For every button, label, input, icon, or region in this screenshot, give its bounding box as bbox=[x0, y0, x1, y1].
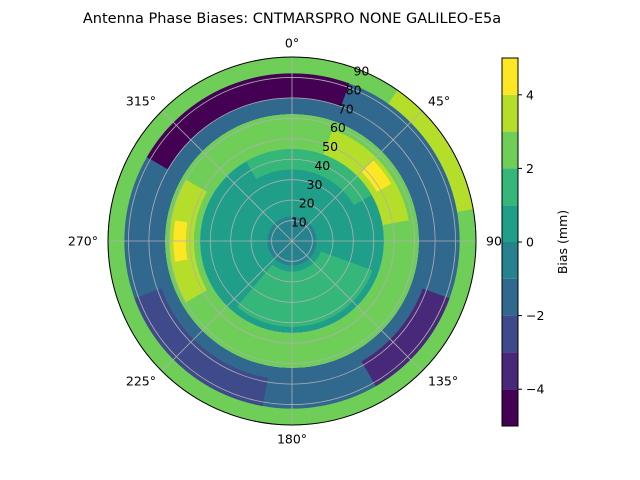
colorbar-level bbox=[502, 315, 518, 353]
radial-tick-label: 10 bbox=[291, 215, 307, 230]
contour-region-outer-ring-east-high bbox=[388, 90, 474, 212]
theta-gridline bbox=[161, 110, 293, 242]
contour-region-negative-band-north-low bbox=[146, 73, 350, 170]
radial-tick-label: 60 bbox=[330, 120, 346, 135]
theta-tick-labels: 0°45°90°135°180°225°270°315° bbox=[68, 36, 508, 447]
colorbar-level bbox=[502, 94, 518, 132]
colorbar-level bbox=[502, 58, 518, 95]
colorbar-level bbox=[502, 278, 518, 316]
colorbar-tick-label: −4 bbox=[526, 382, 544, 397]
polar-grid bbox=[107, 56, 477, 426]
colorbar-level bbox=[502, 168, 518, 206]
colorbar-level bbox=[502, 352, 518, 390]
colorbar-tick-label: 2 bbox=[526, 161, 534, 176]
radial-tick-labels: 10 20 30 40 50 60 70 80 90 bbox=[291, 64, 370, 230]
theta-gridline bbox=[291, 240, 423, 372]
theta-tick-label: 180° bbox=[277, 432, 307, 447]
contour-region-negative-band-southeast-low bbox=[361, 288, 450, 387]
colorbar-label: Bias (mm) bbox=[555, 210, 570, 274]
theta-tick-label: 45° bbox=[428, 93, 450, 108]
theta-tick-label: 225° bbox=[126, 374, 156, 389]
theta-tick-label: 0° bbox=[285, 36, 299, 51]
colorbar-level bbox=[502, 131, 518, 169]
colorbar-level bbox=[502, 389, 518, 426]
colorbar-level bbox=[502, 205, 518, 242]
colorbar-level bbox=[502, 242, 518, 279]
theta-gridline bbox=[161, 240, 293, 372]
radial-tick-label: 90 bbox=[353, 64, 369, 79]
colorbar-ticks: −4 −2 0 2 4 bbox=[518, 87, 544, 397]
radial-tick-label: 80 bbox=[346, 82, 362, 97]
theta-tick-label: 270° bbox=[68, 234, 98, 249]
radial-tick-label: 50 bbox=[322, 139, 338, 154]
contour-region-inner-zone-north-high bbox=[246, 148, 372, 206]
contour-region-positive-band-northeast-peak bbox=[361, 160, 392, 192]
radial-tick-label: 40 bbox=[314, 158, 330, 173]
contour-region-negative-band-southwest-low bbox=[134, 288, 268, 407]
chart-title: Antenna Phase Biases: CNTMARSPRO NONE GA… bbox=[83, 11, 501, 27]
radial-tick-label: 70 bbox=[338, 101, 354, 116]
polar-frame bbox=[107, 56, 477, 426]
colorbar: −4 −2 0 2 4 Bias (mm) bbox=[501, 57, 570, 427]
theta-tick-label: 315° bbox=[126, 93, 156, 108]
polar-plot: 0°45°90°135°180°225°270°315° 10203040506… bbox=[68, 36, 508, 447]
theta-gridline bbox=[291, 110, 423, 242]
radial-tick-label: 20 bbox=[299, 196, 315, 211]
colorbar-tick-label: 0 bbox=[526, 235, 534, 250]
colorbar-levels bbox=[502, 58, 518, 426]
radial-tick-label: 30 bbox=[307, 177, 323, 192]
colorbar-tick-label: 4 bbox=[526, 87, 534, 102]
theta-tick-label: 135° bbox=[428, 374, 458, 389]
colorbar-tick-label: −2 bbox=[526, 308, 544, 323]
